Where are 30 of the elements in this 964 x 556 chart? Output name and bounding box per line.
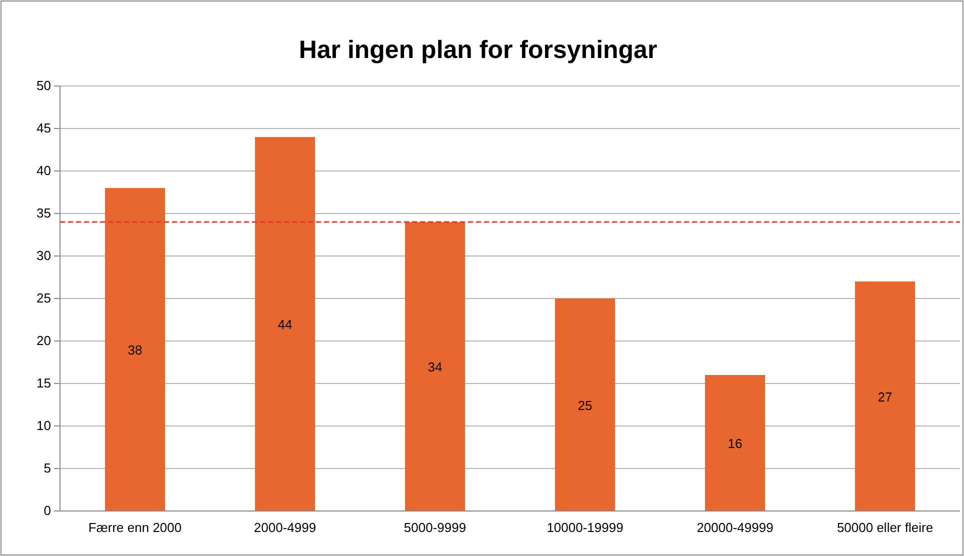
y-tick-label: 20 <box>36 333 51 348</box>
y-tick-label: 25 <box>36 290 51 306</box>
x-tick-label: Færre enn 2000 <box>88 520 182 536</box>
y-tick-label: 15 <box>36 376 51 391</box>
x-tick-label: 2000-4999 <box>254 520 316 536</box>
data-label: 44 <box>278 317 292 332</box>
bar <box>405 222 465 511</box>
y-tick-label: 30 <box>36 248 51 264</box>
x-tick-label: 5000-9999 <box>404 520 466 536</box>
y-tick-label: 10 <box>36 418 51 434</box>
bar <box>555 298 615 511</box>
bar <box>855 282 915 511</box>
data-label: 25 <box>578 398 592 413</box>
chart-title: Har ingen plan for forsyningar <box>298 36 658 64</box>
data-label: 27 <box>878 389 892 404</box>
bar <box>105 188 165 511</box>
y-tick-label: 5 <box>44 460 51 476</box>
x-tick-label: 20000-49999 <box>696 520 774 536</box>
y-tick-label: 45 <box>36 120 51 136</box>
x-tick-label: 50000 eller fleire <box>836 520 934 536</box>
data-label: 38 <box>128 342 142 358</box>
x-tick-label: 10000-19999 <box>546 520 624 536</box>
data-label: 16 <box>728 436 742 451</box>
y-tick-label: 0 <box>44 503 51 518</box>
y-tick-label: 50 <box>36 78 51 94</box>
bar <box>705 375 765 511</box>
y-tick-label: 40 <box>36 163 51 178</box>
data-label: 34 <box>428 360 442 374</box>
bar <box>255 137 315 511</box>
y-tick-label: 35 <box>36 206 51 221</box>
